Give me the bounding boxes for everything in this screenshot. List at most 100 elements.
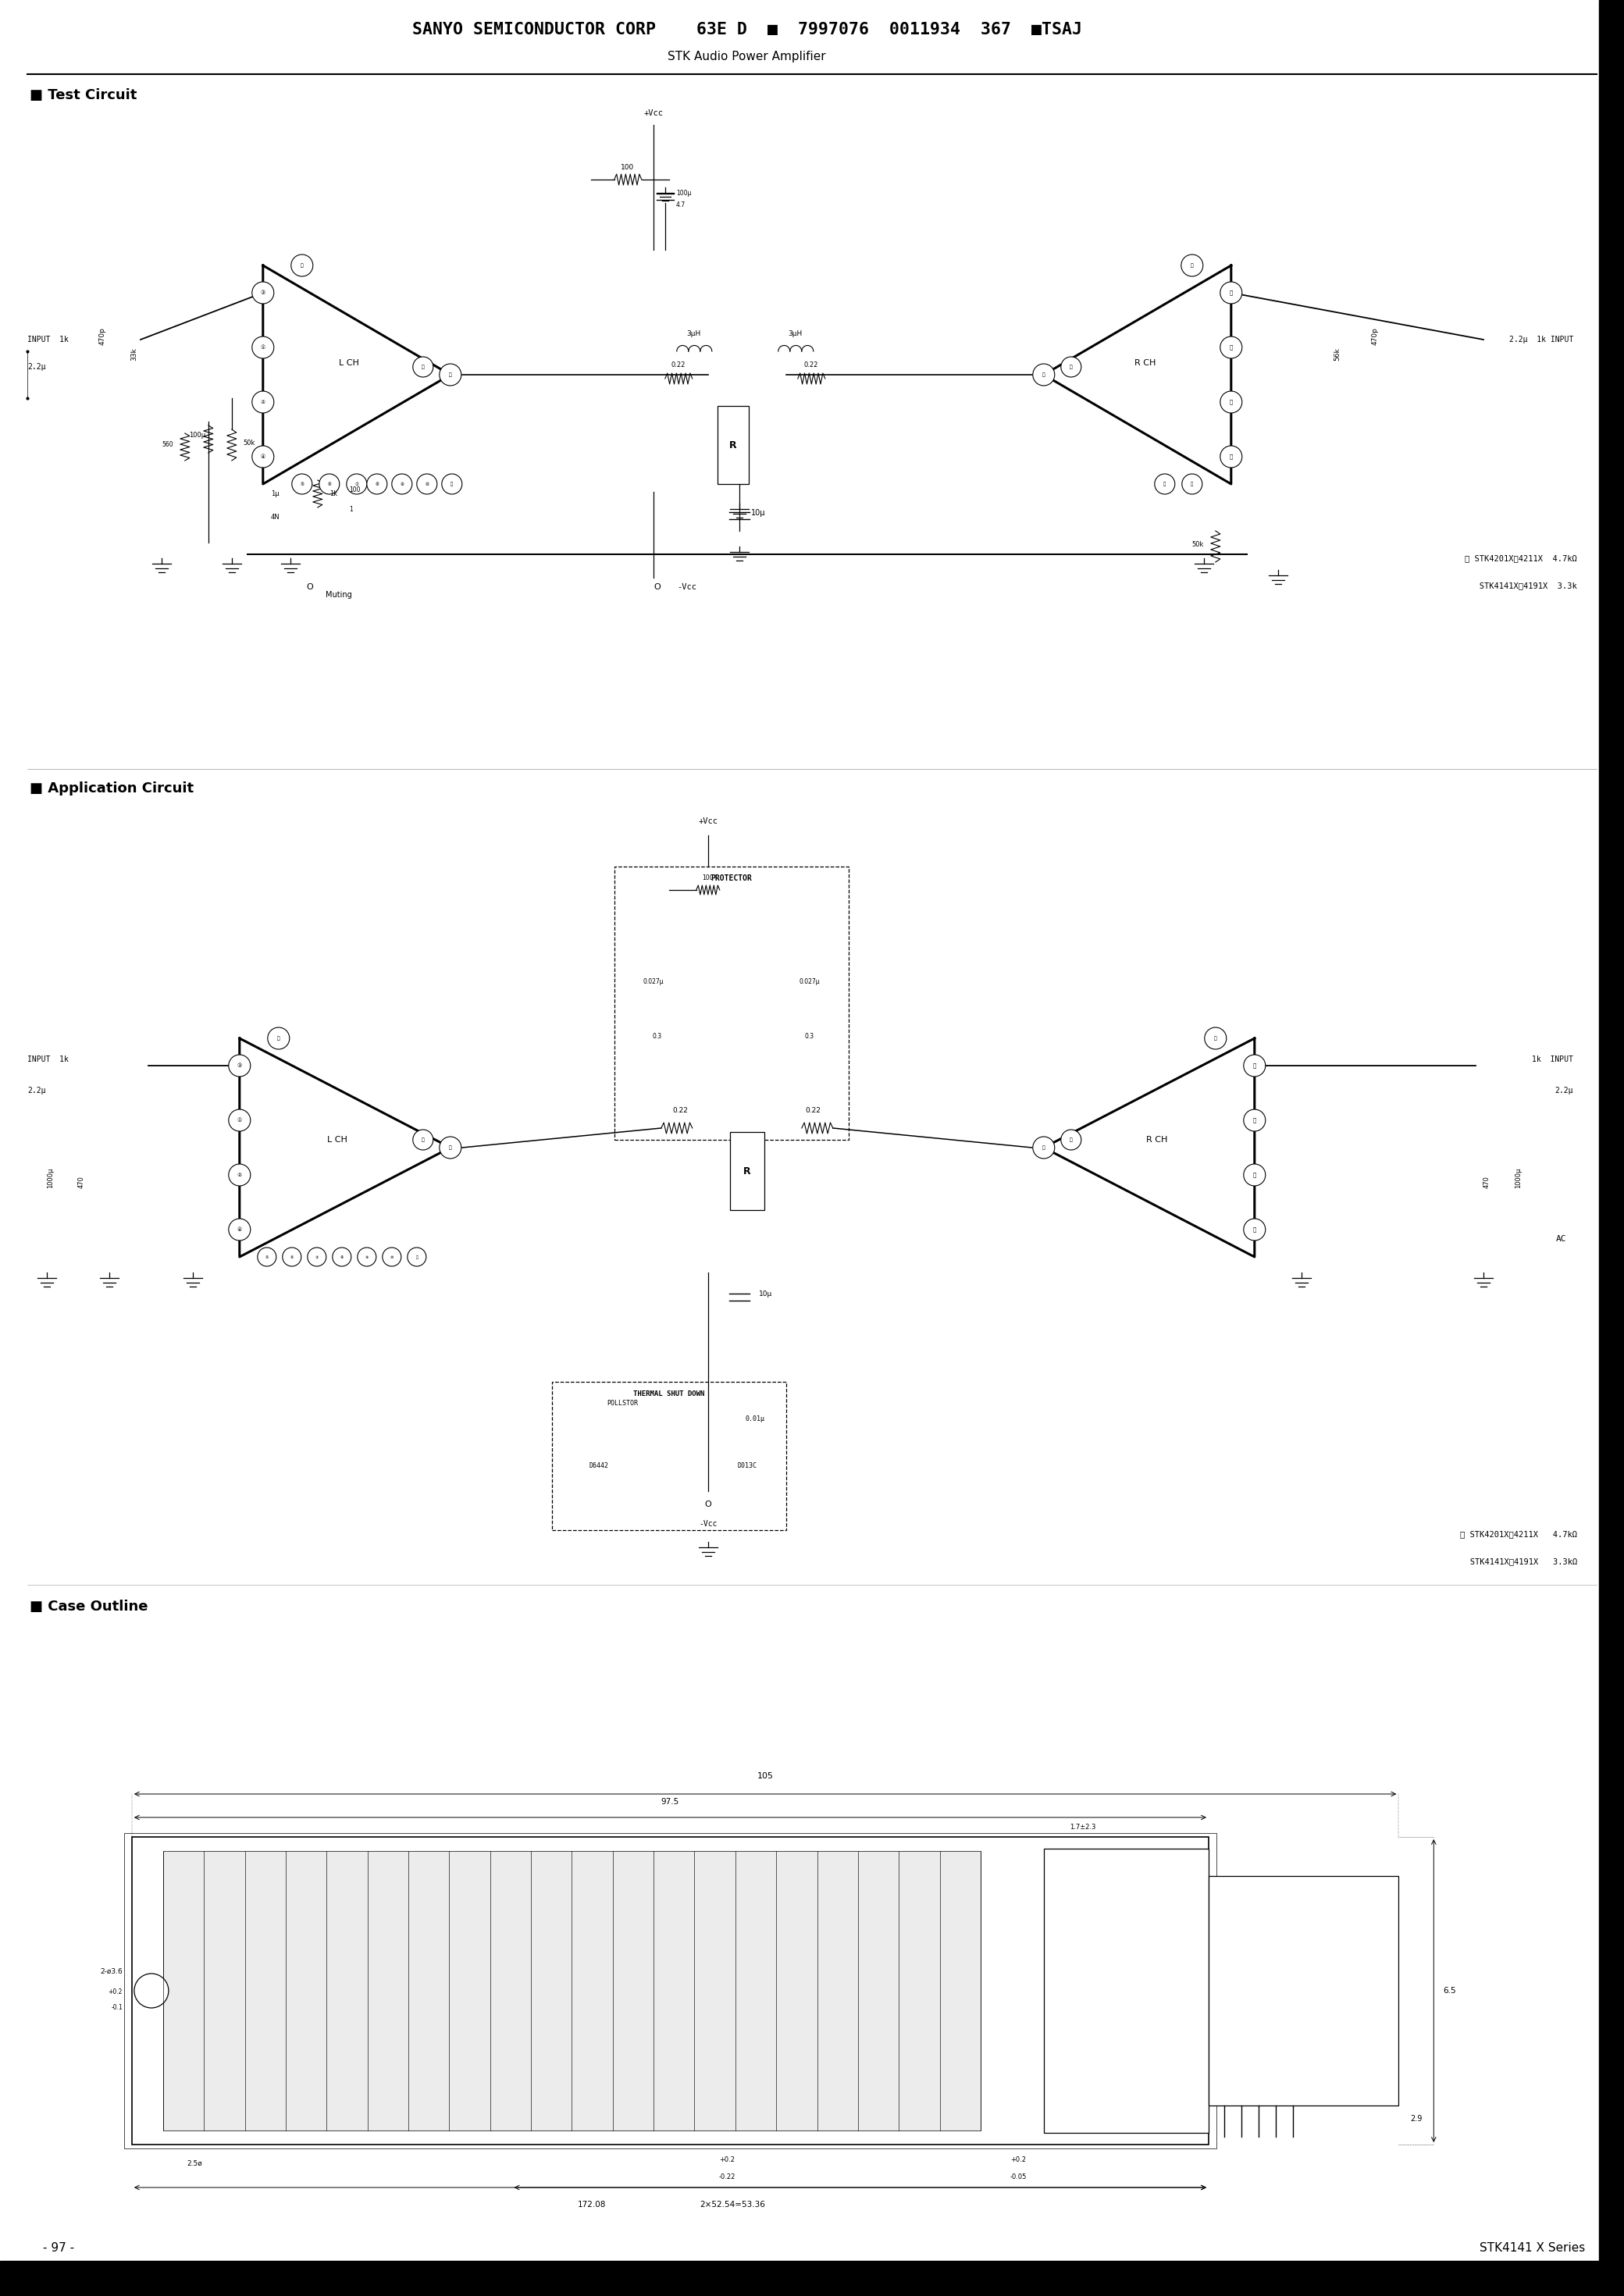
Text: ⑩: ⑩ bbox=[390, 1256, 393, 1258]
Text: POLLSTOR: POLLSTOR bbox=[606, 1401, 638, 1407]
Circle shape bbox=[440, 363, 461, 386]
Text: ④: ④ bbox=[237, 1228, 242, 1233]
Text: 2.5ø: 2.5ø bbox=[187, 2161, 201, 2167]
Text: 4.7: 4.7 bbox=[676, 202, 685, 209]
Text: +0.2: +0.2 bbox=[109, 1988, 122, 1995]
Text: THERMAL SHUT DOWN: THERMAL SHUT DOWN bbox=[633, 1389, 705, 1396]
Text: 470: 470 bbox=[1483, 1176, 1491, 1189]
Text: PROTECTOR: PROTECTOR bbox=[711, 875, 752, 882]
Text: 470p: 470p bbox=[1372, 328, 1379, 344]
Circle shape bbox=[382, 1247, 401, 1267]
Bar bbox=[0, 2262, 1600, 2296]
Text: 0.01μ: 0.01μ bbox=[745, 1414, 765, 1424]
Text: ⑩: ⑩ bbox=[425, 482, 429, 487]
Text: ■ Case Outline: ■ Case Outline bbox=[29, 1600, 148, 1614]
Text: ⑦: ⑦ bbox=[315, 1256, 318, 1258]
Text: STK Audio Power Amplifier: STK Audio Power Amplifier bbox=[667, 51, 827, 62]
Text: AC: AC bbox=[1556, 1235, 1567, 1242]
Text: ②: ② bbox=[260, 400, 265, 404]
Text: 100μ: 100μ bbox=[676, 191, 692, 197]
Text: ⑤: ⑤ bbox=[265, 1256, 268, 1258]
Text: ㉑: ㉑ bbox=[1252, 1118, 1257, 1123]
Text: D6442: D6442 bbox=[590, 1463, 609, 1469]
Text: ⑬: ⑬ bbox=[422, 1137, 424, 1141]
Text: 2-ø3.6: 2-ø3.6 bbox=[101, 1968, 122, 1975]
Text: ⑳: ⑳ bbox=[1229, 289, 1233, 296]
Text: 50k: 50k bbox=[244, 439, 255, 445]
Bar bbox=[552, 1382, 786, 1529]
Text: -0.1: -0.1 bbox=[110, 2004, 122, 2011]
Circle shape bbox=[1077, 1975, 1112, 2009]
Text: -0.22: -0.22 bbox=[719, 2174, 736, 2181]
Circle shape bbox=[229, 1109, 250, 1132]
Text: ⑨: ⑨ bbox=[365, 1256, 369, 1258]
Text: ⑯: ⑯ bbox=[1043, 372, 1046, 377]
Text: 2.2μ: 2.2μ bbox=[28, 363, 45, 372]
Bar bbox=[132, 1837, 1208, 2144]
Text: +0.2: +0.2 bbox=[719, 2156, 736, 2163]
Text: ⑰: ⑰ bbox=[1163, 482, 1166, 487]
Text: 2.9: 2.9 bbox=[1410, 2115, 1423, 2124]
Bar bbox=[614, 866, 848, 1139]
Circle shape bbox=[1244, 1219, 1265, 1240]
Text: 56k: 56k bbox=[1333, 347, 1340, 360]
Text: 172.08: 172.08 bbox=[578, 2202, 606, 2209]
Circle shape bbox=[1205, 1026, 1226, 1049]
Circle shape bbox=[1033, 1137, 1054, 1159]
Text: ⑪: ⑪ bbox=[416, 1256, 417, 1258]
Circle shape bbox=[1220, 390, 1242, 413]
Circle shape bbox=[229, 1164, 250, 1185]
Text: ①: ① bbox=[260, 344, 265, 349]
Circle shape bbox=[252, 338, 274, 358]
Text: +0.2: +0.2 bbox=[1010, 2156, 1026, 2163]
Text: -0.05: -0.05 bbox=[1010, 2174, 1026, 2181]
Circle shape bbox=[291, 255, 313, 276]
Bar bbox=[718, 406, 749, 484]
Circle shape bbox=[283, 1247, 300, 1267]
Text: STK4141X～4191X   3.3kΩ: STK4141X～4191X 3.3kΩ bbox=[1455, 1557, 1577, 1566]
Circle shape bbox=[1244, 1164, 1265, 1185]
Text: 100: 100 bbox=[349, 487, 361, 494]
Text: +Vcc: +Vcc bbox=[643, 110, 663, 117]
Text: R CH: R CH bbox=[1135, 358, 1156, 367]
Circle shape bbox=[1220, 282, 1242, 303]
Text: 1k: 1k bbox=[330, 491, 338, 498]
Text: 0.027μ: 0.027μ bbox=[643, 978, 664, 985]
Text: ⑬: ⑬ bbox=[422, 365, 424, 370]
Text: 470: 470 bbox=[78, 1176, 84, 1189]
Bar bbox=[162, 1851, 981, 2131]
Text: ㉒: ㉒ bbox=[1229, 400, 1233, 404]
Text: STK4141X～4191X  3.3k: STK4141X～4191X 3.3k bbox=[1465, 581, 1577, 590]
Text: ⑮: ⑮ bbox=[1070, 365, 1072, 370]
Text: 1000μ: 1000μ bbox=[47, 1169, 54, 1189]
Text: 0.22: 0.22 bbox=[671, 360, 685, 367]
Text: 0.3: 0.3 bbox=[806, 1033, 814, 1040]
Text: 560: 560 bbox=[162, 441, 174, 448]
Circle shape bbox=[1220, 445, 1242, 468]
Text: ⑲: ⑲ bbox=[1252, 1226, 1257, 1233]
Text: ㉒: ㉒ bbox=[1252, 1173, 1257, 1178]
Text: ⑨: ⑨ bbox=[400, 482, 404, 487]
Text: 470p: 470p bbox=[99, 328, 106, 344]
Text: ⑲: ⑲ bbox=[1229, 455, 1233, 459]
Bar bbox=[1044, 1848, 1208, 2133]
Circle shape bbox=[1033, 363, 1054, 386]
Text: ⑱: ⑱ bbox=[1190, 264, 1194, 269]
Text: INPUT  1k: INPUT 1k bbox=[28, 1056, 68, 1063]
Text: 100: 100 bbox=[702, 875, 713, 882]
Circle shape bbox=[320, 473, 339, 494]
Text: - 97 -: - 97 - bbox=[42, 2241, 75, 2252]
Text: ■ Application Circuit: ■ Application Circuit bbox=[29, 781, 193, 794]
Text: 0.027μ: 0.027μ bbox=[799, 978, 820, 985]
Text: ※ STK4201X～4211X  4.7kΩ: ※ STK4201X～4211X 4.7kΩ bbox=[1465, 553, 1577, 563]
Text: 105: 105 bbox=[757, 1773, 773, 1779]
Text: -Vcc: -Vcc bbox=[698, 1520, 718, 1527]
Circle shape bbox=[391, 473, 412, 494]
Circle shape bbox=[346, 473, 367, 494]
Text: 100μ: 100μ bbox=[188, 432, 205, 439]
Text: 0.22: 0.22 bbox=[804, 360, 818, 367]
Text: 1000μ: 1000μ bbox=[1515, 1169, 1522, 1189]
Circle shape bbox=[252, 282, 274, 303]
Text: 1: 1 bbox=[349, 505, 352, 512]
Text: 2.2μ  1k INPUT: 2.2μ 1k INPUT bbox=[1509, 335, 1574, 344]
